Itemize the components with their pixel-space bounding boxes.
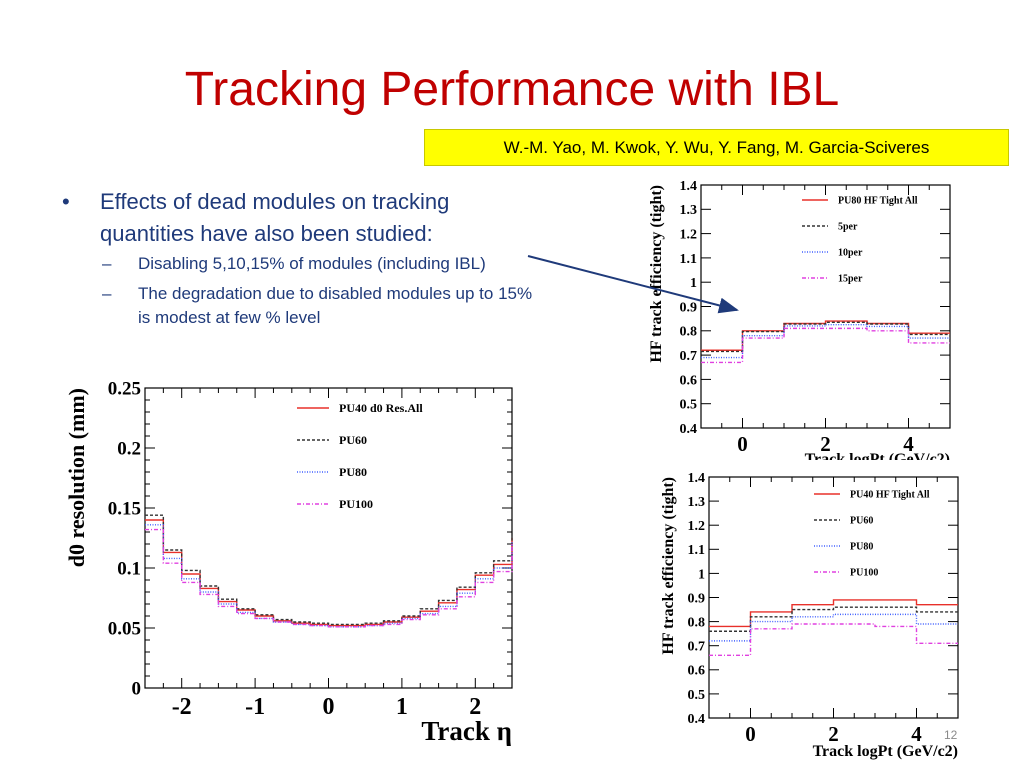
x-tick-label: -1	[245, 694, 265, 720]
y-tick-label: 0.9	[688, 591, 706, 606]
y-tick-label: 1.2	[680, 228, 698, 243]
bullet-item: • Effects of dead modules on tracking qu…	[56, 186, 536, 250]
x-tick-label: 2	[828, 722, 839, 746]
slide-title: Tracking Performance with IBL	[184, 63, 840, 116]
series-line	[145, 514, 513, 626]
legend-label: 15per	[838, 274, 863, 285]
y-tick-label: 1	[698, 567, 705, 582]
legend-label: PU100	[850, 568, 878, 579]
x-tick-label: 4	[911, 722, 922, 746]
x-tick-label: 0	[737, 432, 748, 456]
authors-text: W.-M. Yao, M. Kwok, Y. Wu, Y. Fang, M. G…	[503, 138, 930, 157]
y-axis-title: d0 resolution (mm)	[64, 388, 89, 567]
y-tick-label: 0.9	[680, 300, 698, 315]
hf-efficiency-chart-top: 0.4 0.5 0.6 0.7 0.8 0.9 1 1.1 1.2 1.3 1.4 0 2 4Track …	[648, 179, 951, 460]
legend-label: PU80	[850, 542, 873, 553]
y-tick-label: 1	[690, 276, 697, 291]
series-line	[145, 528, 513, 628]
series-line	[709, 613, 958, 642]
legend-label: 10per	[838, 248, 863, 259]
y-tick-label: 0.6	[680, 373, 698, 388]
plot-frame	[700, 184, 951, 429]
y-tick-label: 1.2	[688, 519, 706, 534]
x-axis-title: Track η	[421, 716, 512, 746]
y-tick-label: 0.5	[680, 398, 698, 413]
x-tick-label: 0	[323, 694, 335, 720]
y-tick-label: 0.7	[688, 640, 706, 655]
plot-frame	[708, 476, 959, 719]
sub-bullet-item: – The degradation due to disabled module…	[56, 282, 536, 330]
y-tick-label: 0.15	[108, 499, 141, 520]
y-tick-label: 1.3	[688, 495, 706, 510]
y-tick-label: 1.1	[688, 543, 706, 558]
x-tick-label: 0	[745, 722, 756, 746]
bullet-marker: •	[62, 189, 70, 214]
y-tick-label: 0.4	[680, 422, 698, 437]
y-tick-label: 0.4	[688, 712, 706, 727]
x-tick-label: -2	[172, 694, 192, 720]
y-tick-label: 1.1	[680, 252, 698, 267]
y-tick-label: 0.6	[688, 664, 706, 679]
bullet-text: Effects of dead modules on tracking quan…	[100, 189, 450, 246]
y-tick-label: 0	[132, 679, 142, 700]
legend-label: PU100	[339, 497, 373, 511]
series-line	[701, 324, 950, 359]
legend-label: PU60	[339, 433, 367, 447]
x-tick-label: 2	[469, 694, 481, 720]
x-tick-label: 1	[396, 694, 408, 720]
x-axis-title: Track logPt (GeV/c2)	[805, 451, 950, 460]
series-line	[709, 599, 958, 628]
sub-bullet-text: The degradation due to disabled modules …	[138, 284, 533, 327]
legend-label: PU40 d0 Res.All	[339, 401, 423, 415]
series-line	[709, 606, 958, 632]
y-tick-label: 0.8	[688, 616, 706, 631]
series-line	[709, 623, 958, 657]
x-tick-label: 4	[903, 432, 914, 456]
authors-box: W.-M. Yao, M. Kwok, Y. Wu, Y. Fang, M. G…	[424, 129, 1009, 166]
y-tick-label: 0.05	[108, 619, 141, 640]
sub-bullet-marker: –	[102, 284, 112, 303]
legend-label: 5per	[838, 222, 858, 233]
y-axis-title: HF track efficiency (tight)	[660, 477, 677, 655]
legend-label: PU80 HF Tight All	[838, 196, 918, 207]
legend-label: PU60	[850, 516, 873, 527]
y-tick-label: 0.7	[680, 349, 698, 364]
series-line	[701, 320, 950, 351]
y-tick-label: 1.4	[680, 179, 698, 194]
bullet-list: • Effects of dead modules on tracking qu…	[56, 186, 536, 330]
y-tick-label: 0.1	[117, 559, 141, 580]
legend-label: PU80	[339, 465, 367, 479]
y-tick-label: 0.8	[680, 325, 698, 340]
legend-label: PU40 HF Tight All	[850, 490, 930, 501]
y-tick-label: 0.2	[117, 439, 141, 460]
plot-frame	[144, 387, 513, 689]
page-number: 12	[944, 728, 958, 742]
hf-efficiency-chart-bottom: 0.4 0.5 0.6 0.7 0.8 0.9 1 1.1 1.2 1.3 1.4 0 2 4Track …	[660, 471, 959, 760]
x-axis-title: Track logPt (GeV/c2)	[813, 743, 958, 760]
y-axis-title: HF track efficiency (tight)	[648, 185, 665, 363]
sub-bullet-item: – Disabling 5,10,15% of modules (includi…	[56, 252, 536, 276]
x-tick-label: 2	[820, 432, 831, 456]
y-tick-label: 0.25	[108, 379, 141, 400]
sub-bullet-text: Disabling 5,10,15% of modules (including…	[138, 254, 486, 273]
series-line	[701, 327, 950, 364]
y-tick-label: 1.3	[680, 203, 698, 218]
series-line	[701, 321, 950, 353]
sub-bullet-marker: –	[102, 254, 112, 273]
y-tick-label: 1.4	[688, 471, 706, 486]
y-tick-label: 0.5	[688, 688, 706, 703]
